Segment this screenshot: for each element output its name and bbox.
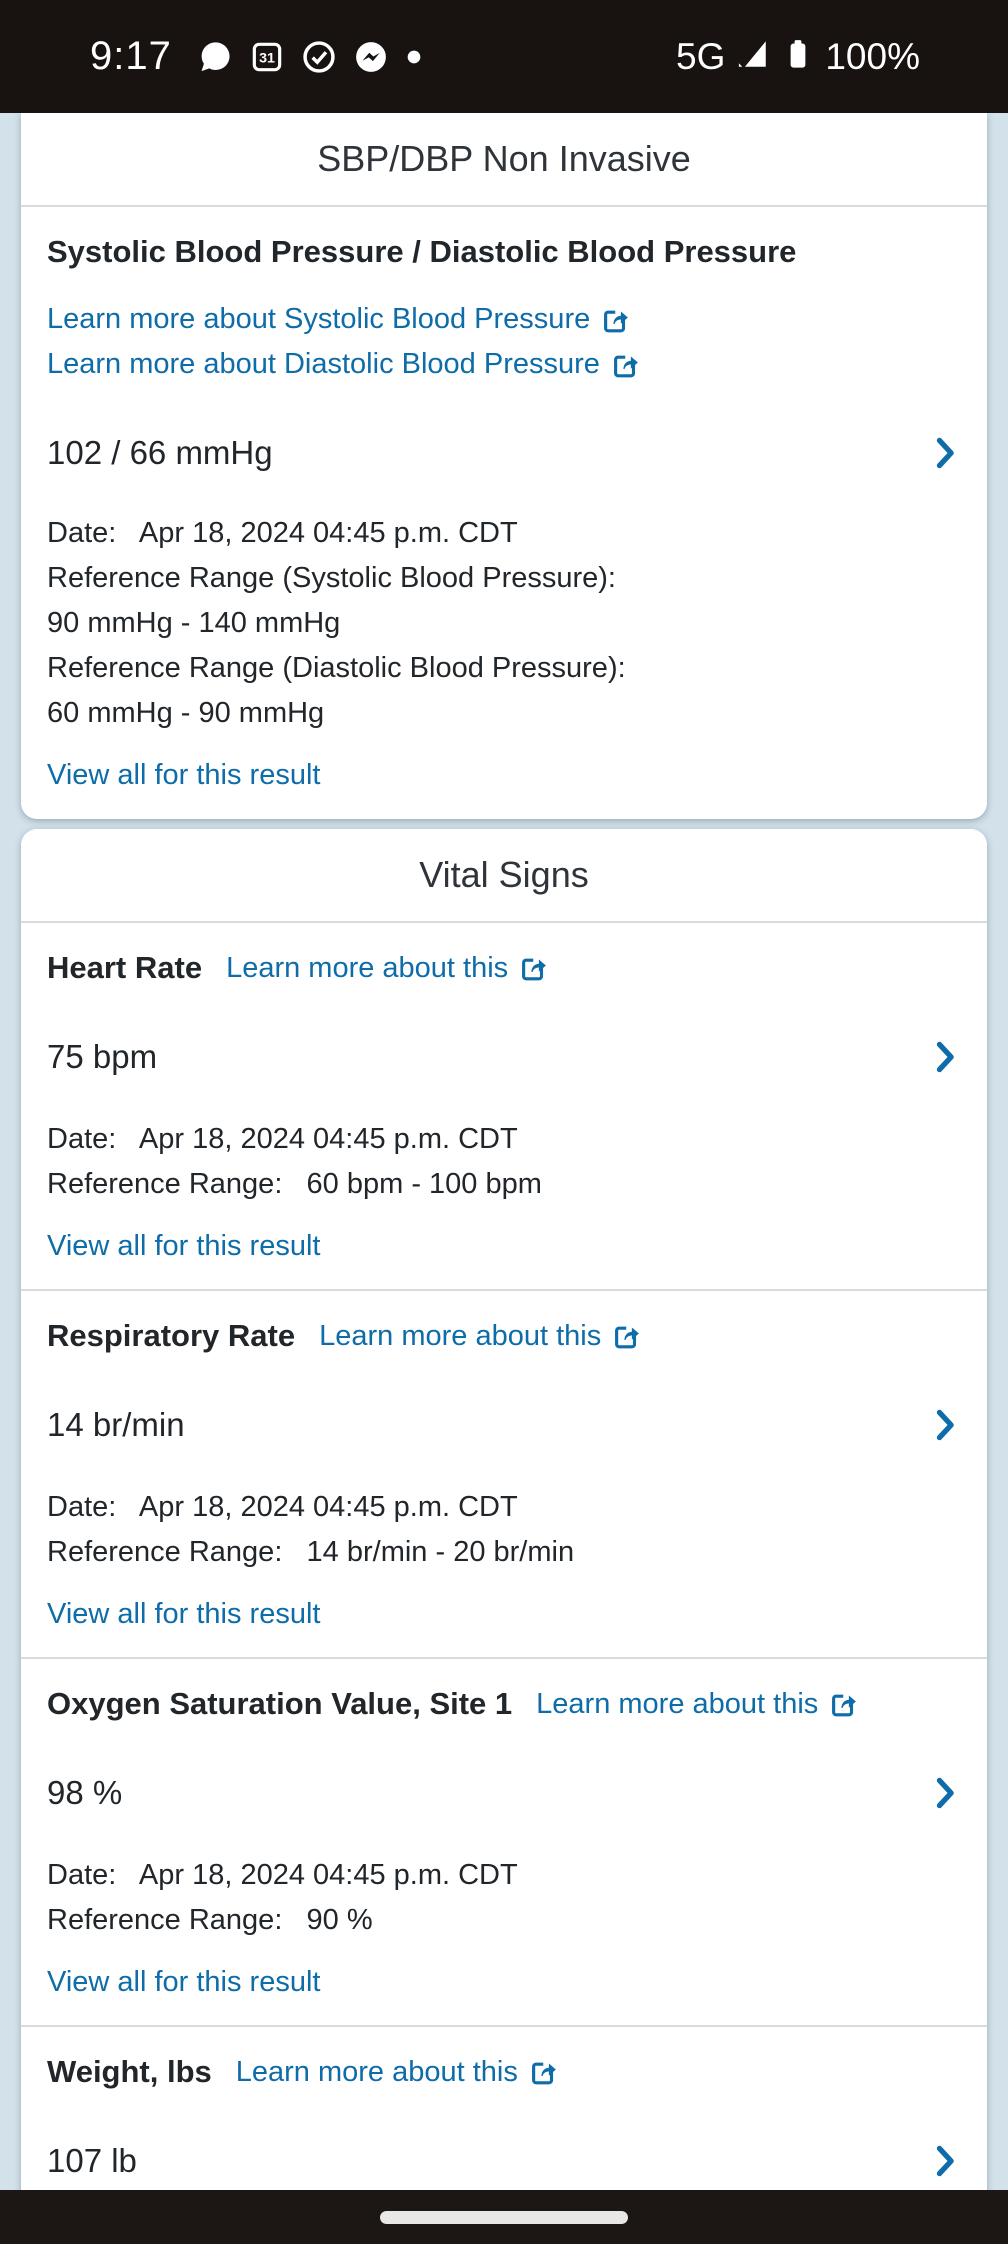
- learn-more-diastolic-link[interactable]: Learn more about Diastolic Blood Pressur…: [47, 342, 640, 387]
- sbp-dbp-card: SBP/DBP Non Invasive Systolic Blood Pres…: [21, 113, 987, 819]
- learn-more-diastolic-label: Learn more about Diastolic Blood Pressur…: [47, 348, 600, 380]
- weight-value: 107 lb: [47, 2142, 137, 2179]
- view-all-link[interactable]: View all for this result: [47, 1598, 321, 1630]
- clock: 9:17: [90, 34, 172, 78]
- svg-text:31: 31: [259, 50, 275, 66]
- learn-more-label: Learn more about this: [235, 2056, 518, 2088]
- detail-line: Reference Range: 90 %: [47, 1904, 373, 1936]
- battery-icon: [781, 35, 815, 78]
- details: Date: Apr 18, 2024 04:45 p.m. CDT Refere…: [47, 1485, 961, 1575]
- chevron-right-icon: [936, 1409, 954, 1441]
- external-link-icon: [604, 310, 629, 332]
- heart-rate-section: Heart Rate Learn more about this 75 bpm: [21, 923, 987, 1291]
- view-all-link[interactable]: View all for this result: [47, 759, 321, 791]
- external-link-icon: [531, 2062, 556, 2085]
- respiratory-rate-value: 14 br/min: [47, 1406, 185, 1443]
- bp-value: 102 / 66 mmHg: [47, 434, 273, 471]
- chat-bubble-icon: [196, 38, 234, 76]
- sbp-dbp-card-header: SBP/DBP Non Invasive: [21, 113, 987, 207]
- messenger-icon: [352, 38, 390, 76]
- notification-dot-icon: [404, 38, 424, 76]
- external-link-icon: [613, 355, 638, 377]
- details: Date: Apr 18, 2024 04:45 p.m. CDT Refere…: [47, 1117, 961, 1207]
- weight-section: Weight, lbs Learn more about this 107 lb: [21, 2027, 987, 2190]
- detail-line: Date: Apr 18, 2024 04:45 p.m. CDT: [47, 1123, 518, 1155]
- home-indicator[interactable]: [380, 2210, 628, 2224]
- sbp-dbp-card-title: SBP/DBP Non Invasive: [317, 138, 691, 179]
- sbp-dbp-result: Systolic Blood Pressure / Diastolic Bloo…: [21, 207, 987, 819]
- result-name: Systolic Blood Pressure / Diastolic Bloo…: [47, 234, 797, 269]
- section-title-row: Heart Rate Learn more about this: [47, 949, 961, 987]
- battery-percent-label: 100%: [825, 35, 920, 77]
- learn-more-label: Learn more about this: [319, 1320, 602, 1352]
- weight-value-row[interactable]: 107 lb: [47, 2141, 961, 2181]
- check-circle-icon: [300, 38, 338, 76]
- learn-more-link[interactable]: Learn more about this: [236, 2053, 558, 2091]
- result-name: Heart Rate: [47, 950, 203, 985]
- learn-more-link[interactable]: Learn more about this: [226, 949, 548, 987]
- learn-more-link[interactable]: Learn more about this: [536, 1685, 858, 1723]
- vital-signs-card-title: Vital Signs: [419, 854, 589, 895]
- result-name: Weight, lbs: [47, 2054, 212, 2089]
- learn-more-label: Learn more about this: [226, 952, 509, 984]
- detail-line: Reference Range (Diastolic Blood Pressur…: [47, 652, 626, 684]
- heart-rate-value: 75 bpm: [47, 1038, 158, 1075]
- section-title-row: Oxygen Saturation Value, Site 1 Learn mo…: [47, 1685, 961, 1723]
- status-bar: 9:17 31: [0, 0, 1008, 113]
- oxygen-saturation-value-row[interactable]: 98 %: [47, 1773, 961, 1813]
- chevron-right-icon: [936, 1777, 954, 1809]
- learn-more-links: Learn more about Systolic Blood Pressure…: [47, 297, 961, 387]
- chevron-right-icon: [936, 2145, 954, 2177]
- respiratory-rate-value-row[interactable]: 14 br/min: [47, 1405, 961, 1445]
- detail-line: Date: Apr 18, 2024 04:45 p.m. CDT: [47, 1859, 518, 1891]
- external-link-icon: [522, 958, 547, 981]
- signal-strength-icon: [735, 36, 771, 77]
- section-title-row: Respiratory Rate Learn more about this: [47, 1317, 961, 1355]
- learn-more-systolic-link[interactable]: Learn more about Systolic Blood Pressure: [47, 297, 630, 342]
- result-name: Respiratory Rate: [47, 1318, 296, 1353]
- detail-line: Date: Apr 18, 2024 04:45 p.m. CDT: [47, 517, 518, 549]
- status-right-cluster: 5G 100%: [676, 35, 920, 78]
- oxygen-saturation-section: Oxygen Saturation Value, Site 1 Learn mo…: [21, 1659, 987, 2027]
- detail-line: 60 mmHg - 90 mmHg: [47, 697, 325, 729]
- heart-rate-value-row[interactable]: 75 bpm: [47, 1037, 961, 1077]
- result-name: Oxygen Saturation Value, Site 1: [47, 1686, 513, 1721]
- detail-line: Reference Range: 60 bpm - 100 bpm: [47, 1168, 542, 1200]
- bp-value-row[interactable]: 102 / 66 mmHg: [47, 433, 961, 473]
- detail-line: Date: Apr 18, 2024 04:45 p.m. CDT: [47, 1491, 518, 1523]
- learn-more-systolic-label: Learn more about Systolic Blood Pressure: [47, 303, 591, 335]
- gesture-nav-bar: [0, 2190, 1008, 2244]
- detail-line: Reference Range (Systolic Blood Pressure…: [47, 562, 616, 594]
- network-type-label: 5G: [676, 35, 726, 77]
- learn-more-label: Learn more about this: [536, 1688, 819, 1720]
- respiratory-rate-section: Respiratory Rate Learn more about this 1…: [21, 1291, 987, 1659]
- oxygen-saturation-value: 98 %: [47, 1774, 123, 1811]
- results-scroll-area[interactable]: SBP/DBP Non Invasive Systolic Blood Pres…: [0, 113, 1008, 2190]
- view-all-link[interactable]: View all for this result: [47, 1966, 321, 1998]
- vital-signs-card: Vital Signs Heart Rate Learn more about …: [21, 829, 987, 2190]
- external-link-icon: [615, 1326, 640, 1349]
- detail-line: Reference Range: 14 br/min - 20 br/min: [47, 1536, 575, 1568]
- details: Date: Apr 18, 2024 04:45 p.m. CDT Refere…: [47, 1853, 961, 1943]
- chevron-right-icon: [936, 437, 954, 469]
- bp-details: Date: Apr 18, 2024 04:45 p.m. CDT Refere…: [47, 511, 961, 736]
- notification-icons: 31: [196, 38, 424, 76]
- detail-line: 90 mmHg - 140 mmHg: [47, 607, 341, 639]
- section-title-row: Weight, lbs Learn more about this: [47, 2053, 961, 2091]
- chevron-right-icon: [936, 1041, 954, 1073]
- external-link-icon: [832, 1694, 857, 1717]
- view-all-link[interactable]: View all for this result: [47, 1230, 321, 1262]
- calendar-icon: 31: [248, 38, 286, 76]
- vital-signs-card-header: Vital Signs: [21, 829, 987, 923]
- learn-more-link[interactable]: Learn more about this: [319, 1317, 641, 1355]
